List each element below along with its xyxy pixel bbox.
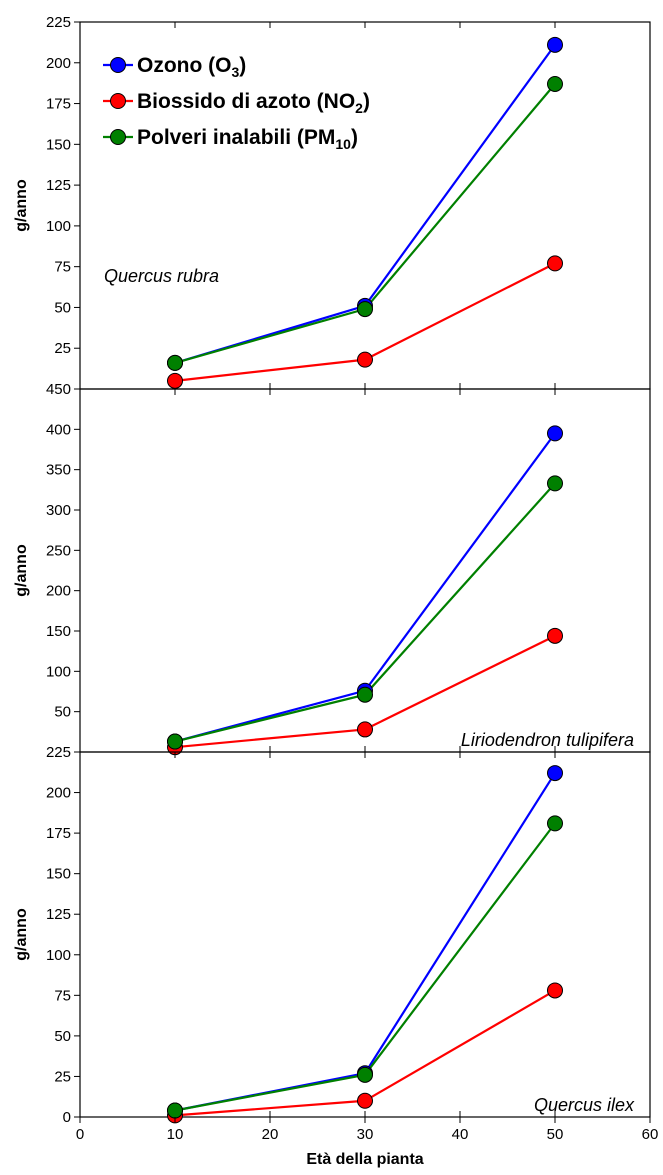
y-tick-label: 450 xyxy=(46,381,71,398)
data-point-o3 xyxy=(547,765,563,782)
data-point-pm10 xyxy=(357,686,373,703)
panel-2: 50 100 150 200 250 300 350 400 450 g/anno Lirioden… xyxy=(13,381,651,756)
series-line-o3 xyxy=(174,772,556,1112)
y-axis-title: g/anno xyxy=(13,179,30,232)
legend-marker-o3 xyxy=(110,57,126,73)
panel-label: Quercus ilex xyxy=(534,1095,635,1115)
y-tick-label: 150 xyxy=(46,866,71,883)
x-axis-title: Età della pianta xyxy=(306,1151,423,1168)
y-tick-label: 300 xyxy=(46,502,71,519)
data-point-no2 xyxy=(547,255,563,272)
y-tick-label: 100 xyxy=(46,663,71,680)
legend-marker-no2 xyxy=(110,93,126,109)
series-line-pm10 xyxy=(174,482,556,743)
y-tick-label: 50 xyxy=(54,299,71,316)
y-tick-label: 125 xyxy=(46,177,71,194)
legend-marker-pm10 xyxy=(110,129,126,145)
data-point-pm10 xyxy=(547,475,563,492)
y-tick-label: 225 xyxy=(46,744,71,761)
data-point-o3 xyxy=(547,36,563,53)
x-tick-label: 20 xyxy=(262,1126,279,1143)
y-tick-label: 125 xyxy=(46,906,71,923)
x-tick-label: 40 xyxy=(452,1126,469,1143)
y-tick-label: 200 xyxy=(46,583,71,600)
legend: Ozono (O3) Biossido di azoto (NO2) Polveri… xyxy=(103,54,370,152)
legend-label-no2: Biossido di azoto (NO2) xyxy=(137,90,370,116)
data-point-pm10 xyxy=(547,815,563,832)
data-point-no2 xyxy=(547,982,563,999)
x-tick-label: 10 xyxy=(167,1126,184,1143)
panel-label: Liriodendron tulipifera xyxy=(461,730,634,750)
x-tick-label: 60 xyxy=(642,1126,659,1143)
data-point-no2 xyxy=(357,721,373,738)
y-tick-label: 175 xyxy=(46,96,71,113)
data-point-o3 xyxy=(547,425,563,442)
panel-label: Quercus rubra xyxy=(104,266,219,286)
data-point-no2 xyxy=(547,627,563,644)
y-tick-label: 400 xyxy=(46,421,71,438)
y-tick-label: 200 xyxy=(46,785,71,802)
plot-frame xyxy=(79,751,651,1118)
y-tick-label: 250 xyxy=(46,542,71,559)
y-tick-label: 0 xyxy=(63,1109,71,1126)
plot-frame xyxy=(79,21,651,390)
data-point-no2 xyxy=(167,372,183,389)
x-tick-label: 0 xyxy=(76,1126,84,1143)
data-point-no2 xyxy=(357,1092,373,1109)
y-tick-label: 75 xyxy=(54,259,71,276)
y-tick-label: 100 xyxy=(46,947,71,964)
y-tick-label: 100 xyxy=(46,218,71,235)
data-point-pm10 xyxy=(547,75,563,92)
y-tick-label: 225 xyxy=(46,14,71,31)
y-tick-label: 200 xyxy=(46,55,71,72)
data-point-pm10 xyxy=(357,301,373,318)
y-tick-label: 50 xyxy=(54,704,71,721)
x-tick-label: 50 xyxy=(547,1126,564,1143)
y-tick-label: 75 xyxy=(54,987,71,1004)
y-tick-label: 25 xyxy=(54,340,71,357)
x-tick-label: 30 xyxy=(357,1126,374,1143)
data-point-pm10 xyxy=(167,1102,183,1119)
y-tick-label: 25 xyxy=(54,1068,71,1085)
y-axis-title: g/anno xyxy=(13,908,30,961)
data-point-pm10 xyxy=(357,1066,373,1083)
y-axis-title: g/anno xyxy=(13,544,30,597)
y-tick-label: 50 xyxy=(54,1028,71,1045)
panel-3: 0 25 50 75 100 125 150 175 200 225 g/anno Quercus i… xyxy=(13,744,651,1126)
panel-1: 25 50 75 100 125 150 175 200 225 g/anno Quercus ru… xyxy=(13,14,651,390)
y-tick-label: 350 xyxy=(46,462,71,479)
y-tick-label: 150 xyxy=(46,623,71,640)
y-tick-label: 150 xyxy=(46,136,71,153)
legend-label-o3: Ozono (O3) xyxy=(137,54,246,80)
data-point-pm10 xyxy=(167,733,183,750)
legend-label-pm10: Polveri inalabili (PM10) xyxy=(137,126,358,152)
data-point-pm10 xyxy=(167,354,183,371)
y-tick-label: 175 xyxy=(46,825,71,842)
data-point-no2 xyxy=(357,351,373,368)
